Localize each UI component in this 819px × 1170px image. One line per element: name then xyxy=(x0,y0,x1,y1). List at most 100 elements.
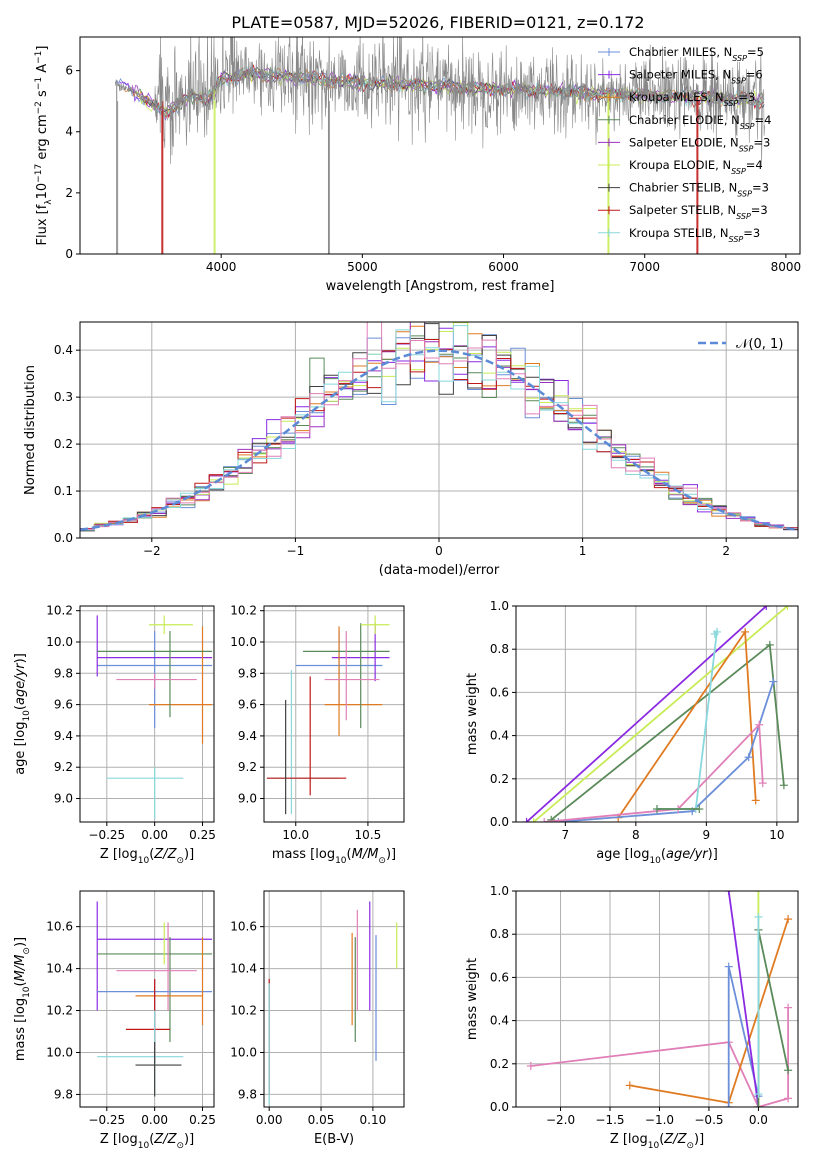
errorbar-point xyxy=(96,615,213,677)
legend-suffix: =3 xyxy=(753,135,770,149)
y-tick-label: 1.0 xyxy=(490,884,509,898)
gridlines xyxy=(80,606,214,822)
y-label-part: −1 xyxy=(34,51,44,64)
label-part: Z [log xyxy=(100,1132,138,1147)
x-tick-label: 6000 xyxy=(488,260,519,274)
legend-sub: SSP xyxy=(736,212,751,221)
label-part: )] xyxy=(708,847,718,862)
legend-text: Salpeter MILES, N xyxy=(629,68,731,82)
label-part: mass [log xyxy=(13,998,28,1061)
errorbar-point xyxy=(266,676,347,796)
y-tick-label: 9.4 xyxy=(238,729,257,743)
label-part: ( xyxy=(13,705,28,710)
y-tick-label: 10.0 xyxy=(230,1045,257,1059)
x-tick-label: −1.0 xyxy=(645,1113,674,1127)
x-tick-label: 1 xyxy=(579,544,587,558)
y-axis-label: mass weight xyxy=(465,673,480,755)
axes-frame xyxy=(515,890,799,1108)
x-tick-label: 0.0 xyxy=(749,1113,768,1127)
errorbar-point xyxy=(324,631,380,721)
x-tick-label: −0.25 xyxy=(88,1113,125,1127)
label-part: ⊙ xyxy=(176,856,184,866)
gridlines xyxy=(264,606,404,822)
y-tick-label: 0.1 xyxy=(54,484,73,498)
y-tick-label: 0.8 xyxy=(490,642,509,656)
label-part: age [log xyxy=(596,847,649,862)
y-tick-label: 10.2 xyxy=(46,1004,73,1018)
plot-content xyxy=(522,606,792,822)
weight-line xyxy=(757,929,789,1107)
label-part: 10 xyxy=(22,710,32,722)
legend-sub: SSP xyxy=(740,121,755,130)
y-tick-label: 9.2 xyxy=(238,760,257,774)
weight-series xyxy=(754,912,763,1099)
y-tick-label: 0.8 xyxy=(490,927,509,941)
y-tick-label: 10.4 xyxy=(46,962,73,976)
legend-text: Kroupa ELODIE, N xyxy=(629,158,731,172)
y-tick-label: 9.2 xyxy=(54,760,73,774)
label-part: M/M xyxy=(13,955,28,982)
label-part: 10 xyxy=(335,856,347,866)
legend-entry: Kroupa MILES, NSSP=3 xyxy=(629,90,755,108)
plot-content xyxy=(80,322,798,533)
y-label-part: λ xyxy=(44,199,54,205)
figure-title: PLATE=0587, MJD=52026, FIBERID=0121, z=0… xyxy=(231,13,644,32)
plot-content xyxy=(114,37,765,254)
y-axis-label: age [log10(age/yr)] xyxy=(13,653,32,775)
y-tick-label: 4 xyxy=(65,125,73,139)
y-tick-label: 0.3 xyxy=(54,390,73,404)
x-tick-label: 2 xyxy=(722,544,730,558)
errorbar-point xyxy=(135,1041,182,1097)
label-part: 10 xyxy=(649,856,661,866)
legend-entry: Chabrier STELIB, NSSP=3 xyxy=(629,181,769,199)
weight-line xyxy=(533,606,788,822)
legend-text: Kroupa STELIB, N xyxy=(629,226,729,240)
y-axis-label: mass [log10(M/M⊙)] xyxy=(13,937,32,1061)
axes-frame xyxy=(263,605,405,823)
legend-sub: SSP xyxy=(737,189,752,198)
errorbar-point xyxy=(163,922,165,965)
y-tick-label: 0.2 xyxy=(490,1057,509,1071)
legend-entry: Chabrier MILES, NSSP=5 xyxy=(629,45,764,63)
y-label-part: A xyxy=(35,64,50,77)
x-axis-label: wavelength [Angstrom, rest frame] xyxy=(326,279,555,294)
errorbar-point xyxy=(266,670,340,815)
weight-series xyxy=(554,677,778,822)
legend-entry: Kroupa ELODIE, NSSP=4 xyxy=(629,158,763,176)
x-axis-label: Z [log10(Z/Z⊙)] xyxy=(100,847,194,866)
legend-sub: SSP xyxy=(731,167,746,176)
x-tick-label: −1 xyxy=(287,544,305,558)
y-tick-label: 9.0 xyxy=(54,792,73,806)
x-tick-label: 0.00 xyxy=(141,828,168,842)
histogram-step xyxy=(80,322,798,533)
errorbar-point xyxy=(116,922,197,1011)
label-part: ( xyxy=(149,847,154,862)
x-axis-label: (data-model)/error xyxy=(379,563,500,578)
label-part: Z [log xyxy=(610,1132,648,1147)
x-tick-label: 8 xyxy=(632,828,640,842)
y-tick-label: 0.0 xyxy=(490,1100,509,1114)
x-tick-label: 5000 xyxy=(347,260,378,274)
legend-entry: Salpeter MILES, NSSP=6 xyxy=(629,68,763,86)
x-axis-label: E(B-V) xyxy=(314,1132,354,1147)
y-tick-label: 0.4 xyxy=(490,729,509,743)
y-label-part: s xyxy=(35,90,50,101)
weight-series xyxy=(754,925,793,1107)
y-label-part: ] xyxy=(35,46,50,51)
y-tick-label: 10.0 xyxy=(46,1045,73,1059)
y-tick-label: 0.4 xyxy=(490,1014,509,1028)
legend-suffix: =3 xyxy=(751,203,768,217)
legend-suffix: =4 xyxy=(746,158,763,172)
errorbar-point xyxy=(96,901,213,1011)
label-part: ⊙ xyxy=(176,1141,184,1151)
x-tick-label: 8000 xyxy=(771,260,802,274)
x-axis-label: Z [log10(Z/Z⊙)] xyxy=(100,1132,194,1151)
normal-curve xyxy=(80,349,798,532)
panel-residuals: −2 −1 0 1 2 0.0 0.1 0.2 0.3 0.4 (data-model)/error… xyxy=(23,321,799,578)
panel-Z-age: −0.25 0.00 0.25 9.0 9.2 9.4 9.6 9.8 10.0 10.2 Z [l… xyxy=(13,604,216,866)
y-tick-label: 6 xyxy=(65,64,73,78)
axes-frame xyxy=(79,605,215,823)
y-axis-label: Flux [fλ10−17 erg cm−2 s−1 A−1] xyxy=(34,46,54,246)
